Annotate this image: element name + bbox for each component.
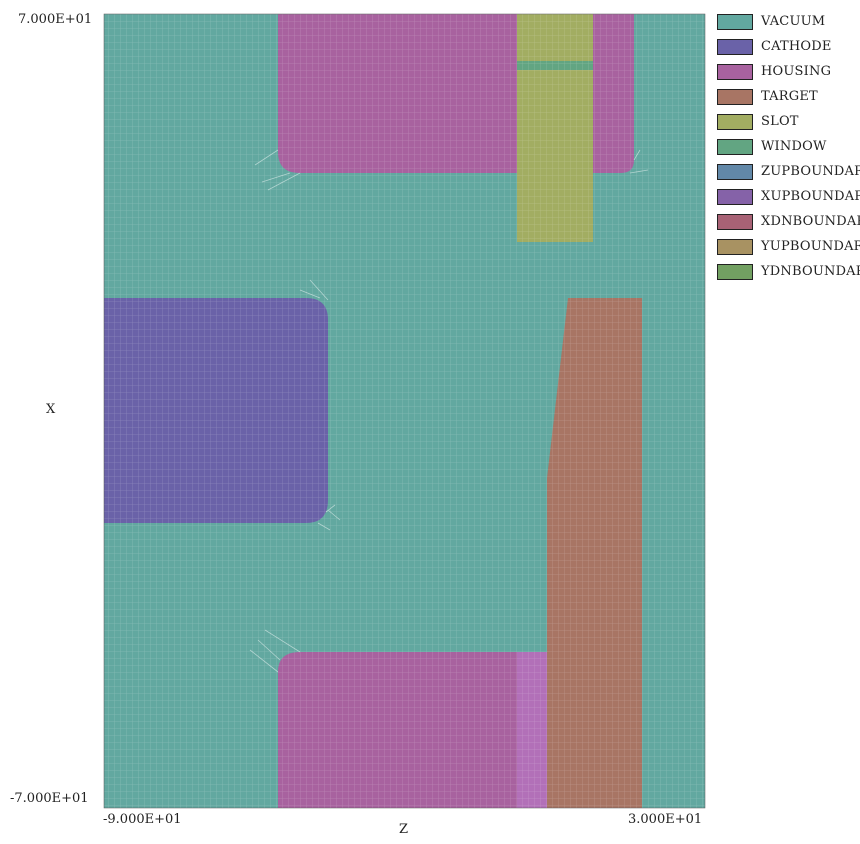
legend-label: HOUSING — [761, 64, 832, 79]
legend-swatch — [717, 139, 753, 155]
legend-label: YDNBOUNDARY — [761, 264, 860, 279]
legend-swatch — [717, 39, 753, 55]
legend-swatch — [717, 214, 753, 230]
legend-label: SLOT — [761, 114, 799, 129]
x-min-label: -9.000E+01 — [103, 812, 182, 827]
y-min-label: -7.000E+01 — [10, 791, 89, 806]
plot-frame — [103, 13, 706, 809]
mesh-distortion-lines — [249, 149, 649, 673]
legend-label: WINDOW — [761, 139, 827, 154]
legend-swatch — [717, 264, 753, 280]
legend-label: ZUPBOUNDARY — [761, 164, 860, 179]
y-axis-title: X — [46, 402, 56, 417]
legend-swatch — [717, 239, 753, 255]
y-max-label: 7.000E+01 — [18, 12, 93, 27]
legend-swatch — [717, 114, 753, 130]
legend-swatch — [717, 189, 753, 205]
legend-swatch — [717, 164, 753, 180]
legend-label: XDNBOUNDARY — [761, 214, 860, 229]
legend-label: TARGET — [761, 89, 818, 104]
legend-label: CATHODE — [761, 39, 832, 54]
mesh-grid — [104, 14, 705, 808]
legend-swatch — [717, 89, 753, 105]
x-axis-title: Z — [399, 822, 409, 837]
legend-label: XUPBOUNDARY — [761, 189, 860, 204]
x-max-label: 3.000E+01 — [628, 812, 703, 827]
legend-label: VACUUM — [761, 14, 826, 29]
legend-swatch — [717, 14, 753, 30]
legend-swatch — [717, 64, 753, 80]
